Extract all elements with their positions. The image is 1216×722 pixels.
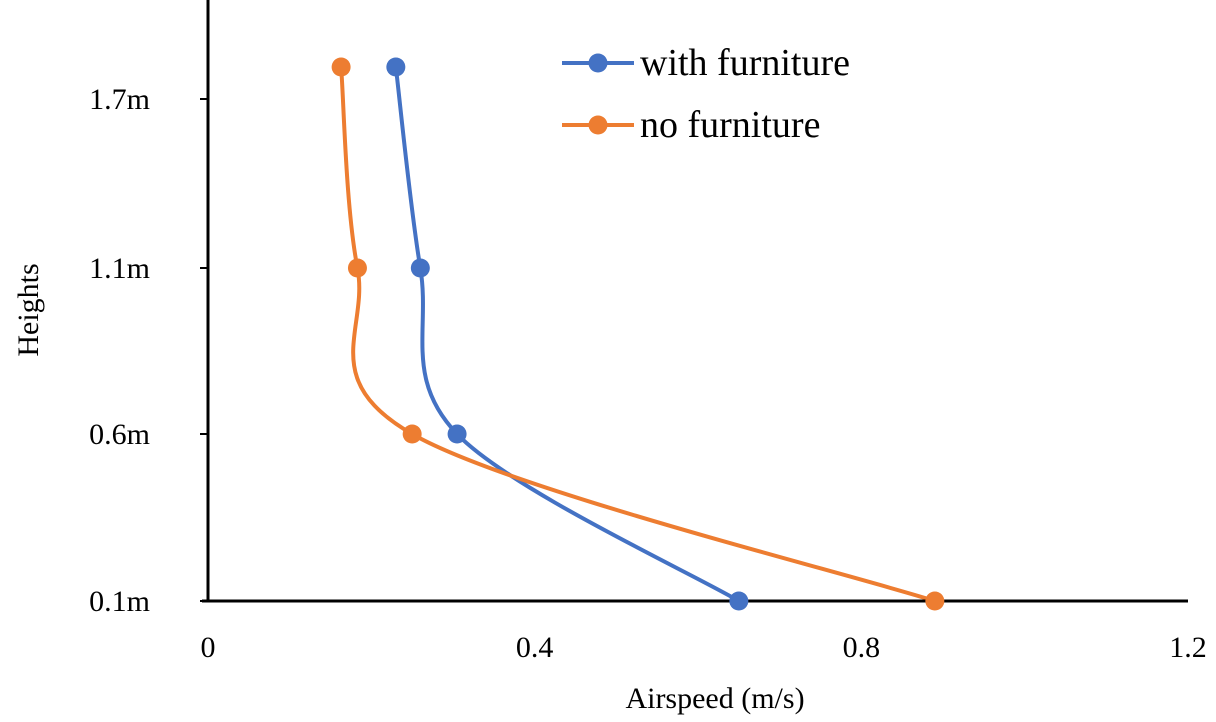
legend-swatch-marker [588, 115, 608, 135]
y-tick-label: 0.1m [89, 585, 150, 618]
series-line-with-furniture [393, 65, 741, 603]
legend-swatch-marker [588, 53, 608, 73]
y-tick-label: 1.1m [89, 252, 150, 285]
tick-labels: 0.1m 0.6m 1.1m 1.7m 0 0.4 0.8 1.2 [89, 83, 1207, 664]
y-tick-label: 0.6m [89, 418, 150, 451]
x-axis-title: Airspeed (m/s) [625, 682, 804, 715]
data-point-with-furniture [410, 258, 430, 278]
series-layer [339, 65, 937, 603]
data-point-with-furniture [447, 424, 467, 444]
x-tick-label: 0 [201, 631, 216, 664]
x-tick-label: 1.2 [1169, 631, 1207, 664]
data-point-with-furniture [386, 57, 406, 77]
data-point-no-furniture [925, 591, 945, 611]
y-tick-label: 1.7m [89, 83, 150, 116]
data-point-no-furniture [331, 57, 351, 77]
series-line-no-furniture [339, 65, 937, 603]
data-points [331, 57, 945, 611]
y-axis-title: Heights [12, 263, 45, 356]
data-point-no-furniture [347, 258, 367, 278]
data-point-no-furniture [402, 424, 422, 444]
data-point-with-furniture [729, 591, 749, 611]
legend-label: no furniture [640, 104, 820, 146]
legend: with furniture no furniture [562, 42, 850, 146]
legend-label: with furniture [640, 42, 850, 84]
x-tick-label: 0.8 [843, 631, 881, 664]
x-tick-label: 0.4 [516, 631, 554, 664]
